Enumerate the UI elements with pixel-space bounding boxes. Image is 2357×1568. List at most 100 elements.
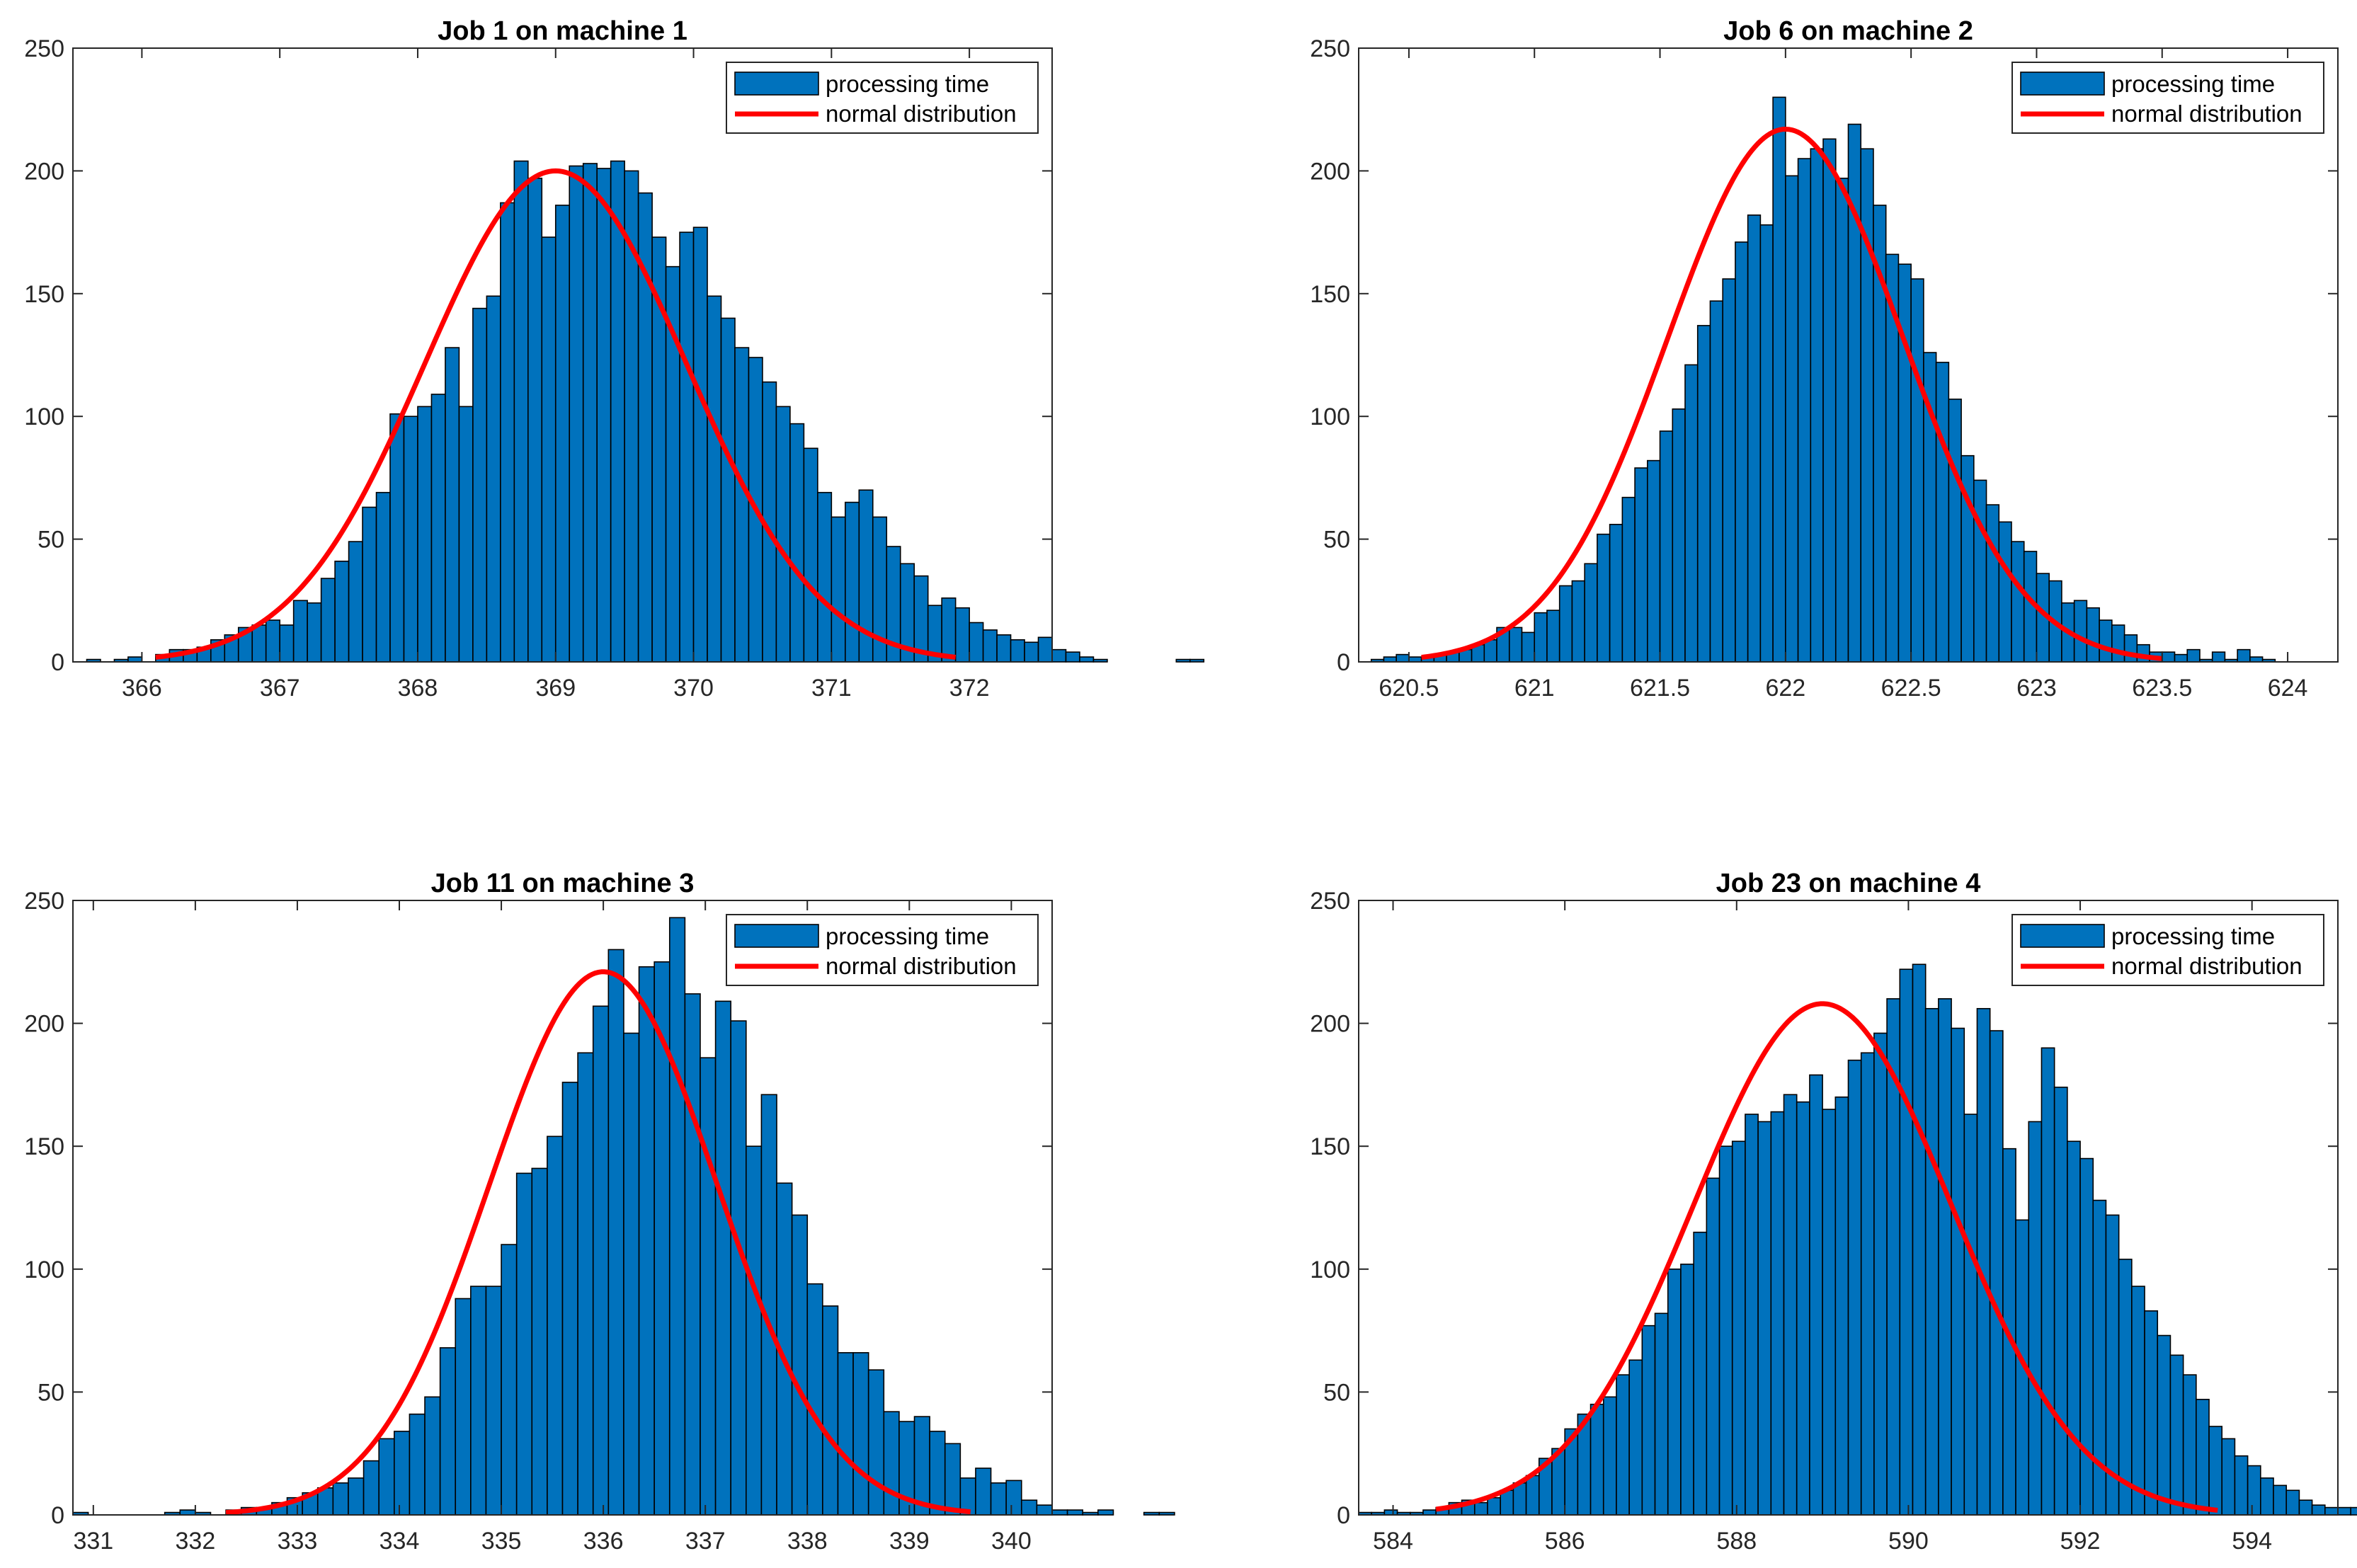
x-tick-label: 338 <box>787 1528 828 1555</box>
axes-box <box>1358 900 2339 1516</box>
histogram-bar <box>2237 648 2251 663</box>
legend-bar-swatch <box>2020 71 2105 96</box>
histogram-bar <box>775 406 791 663</box>
histogram-bar <box>332 1482 349 1516</box>
chart-title: Job 1 on machine 1 <box>438 16 687 46</box>
histogram-bar <box>975 1467 992 1516</box>
legend: processing time normal distribution <box>2011 914 2324 986</box>
histogram-bar <box>1534 612 1548 663</box>
y-axis-ticks: 0 50 100 150 200 250 <box>24 888 1052 1529</box>
histogram-bar <box>1143 1511 1160 1516</box>
histogram-bar <box>1948 399 1962 663</box>
y-tick-label: 200 <box>1310 1011 1350 1038</box>
chart-title: Job 23 on machine 4 <box>1716 869 1981 898</box>
histogram-bar <box>1810 148 1824 663</box>
histogram-bar <box>969 622 984 663</box>
legend-label-processing-time: processing time <box>826 71 989 97</box>
legend-label-normal-distribution: normal distribution <box>826 953 1017 979</box>
y-tick-label: 50 <box>38 527 64 554</box>
histogram-bar <box>1659 430 1674 663</box>
histogram-bar <box>1525 1475 1540 1516</box>
y-tick-label: 100 <box>1310 1257 1350 1283</box>
y-tick-label: 150 <box>24 1133 64 1160</box>
histogram-bar <box>2350 1506 2357 1516</box>
histogram-bar <box>1860 1052 1875 1516</box>
histogram-bar <box>1759 224 1774 663</box>
histogram-bar <box>1051 1509 1068 1516</box>
normal-distribution-curve <box>1421 126 2163 661</box>
histogram-bar <box>1010 639 1025 663</box>
y-tick-label: 50 <box>38 1379 64 1406</box>
histogram-bar <box>1189 658 1205 663</box>
x-tick-label: 331 <box>73 1528 113 1555</box>
histogram-bar <box>817 491 833 663</box>
histogram-bar <box>393 1431 411 1516</box>
y-axis-ticks: 0 50 100 150 200 250 <box>1310 35 2338 676</box>
y-tick-label: 100 <box>24 1257 64 1283</box>
x-tick-label: 594 <box>2232 1528 2272 1555</box>
histogram-panel-job-6: 620.5 621 621.5 622 622.5 623 623.5 624 0 50 100 1… <box>1310 16 2339 702</box>
y-tick-label: 100 <box>1310 404 1350 430</box>
y-tick-label: 100 <box>24 404 64 430</box>
histogram-bar <box>265 619 280 663</box>
histogram-bar <box>2086 607 2100 663</box>
histogram-bar <box>2011 541 2025 663</box>
histogram-panel-job-23: 584 586 588 590 592 594 0 50 100 150 200 250 Job 2… <box>1310 869 2357 1555</box>
histogram-bar <box>592 1005 610 1516</box>
histogram-bar <box>403 416 418 663</box>
histogram-bar <box>1680 1264 1694 1516</box>
histogram-bar <box>470 1286 487 1516</box>
axes-box <box>72 900 1053 1516</box>
y-axis-ticks: 0 50 100 150 200 250 <box>24 35 1052 676</box>
histogram-bar <box>1834 178 1849 663</box>
histogram-bar <box>1684 364 1699 663</box>
y-tick-label: 200 <box>24 158 64 185</box>
y-axis-ticks: 0 50 100 150 200 250 <box>1310 888 2338 1529</box>
x-tick-label: 332 <box>176 1528 216 1555</box>
histogram-bar <box>2247 1465 2261 1516</box>
x-tick-label: 584 <box>1373 1528 1413 1555</box>
y-tick-label: 0 <box>1337 649 1350 676</box>
histogram-bar <box>1024 641 1039 663</box>
histogram-bar <box>1796 1101 1810 1516</box>
legend: processing time normal distribution <box>726 914 1039 986</box>
histogram-bar <box>1634 467 1648 663</box>
histogram-bar <box>1558 585 1573 663</box>
histogram-bar <box>791 1214 809 1516</box>
x-tick-label: 623 <box>2016 675 2057 702</box>
x-tick-label: 337 <box>685 1528 726 1555</box>
histogram-bar <box>1718 1145 1733 1516</box>
histogram-bar <box>1770 1111 1785 1516</box>
histogram-bar <box>1785 175 1799 663</box>
legend: processing time normal distribution <box>2011 62 2324 134</box>
histogram-bar <box>1935 362 1950 663</box>
histogram-bar <box>2131 1286 2145 1516</box>
histogram-bar <box>424 1396 441 1516</box>
histogram-bar <box>1847 1059 1862 1516</box>
histogram-bar <box>1797 158 1812 663</box>
histogram-bar <box>692 227 708 663</box>
histogram-bar <box>822 1305 839 1516</box>
histogram-bar <box>2211 651 2226 663</box>
histogram-bar <box>455 1298 472 1516</box>
histogram-bar <box>982 629 998 663</box>
histogram-bar <box>760 1094 777 1516</box>
histogram-bar <box>1628 1359 1643 1516</box>
histogram-bar <box>1809 1074 1823 1516</box>
x-tick-label: 339 <box>889 1528 930 1555</box>
histogram-bar <box>1036 1504 1053 1516</box>
histogram-bars <box>1358 963 2357 1516</box>
histogram-bar <box>501 1244 518 1516</box>
histogram-panel-job-1: 366 367 368 369 370 371 372 0 50 100 150 200 250 Jo… <box>24 16 1205 702</box>
histogram-bar <box>1912 963 1927 1516</box>
x-tick-label: 334 <box>379 1528 420 1555</box>
histogram-bar <box>1609 523 1623 663</box>
histogram-bar <box>2053 1087 2068 1516</box>
histogram-bar <box>1910 278 1924 663</box>
histogram-bar <box>1709 300 1723 663</box>
x-axis-ticks: 620.5 621 621.5 622 622.5 623 623.5 624 <box>1379 48 2307 702</box>
histogram-bar <box>1597 533 1611 663</box>
chart-title: Job 11 on machine 3 <box>431 869 695 898</box>
histogram-bar <box>1822 138 1837 663</box>
histogram-bar <box>845 501 860 663</box>
